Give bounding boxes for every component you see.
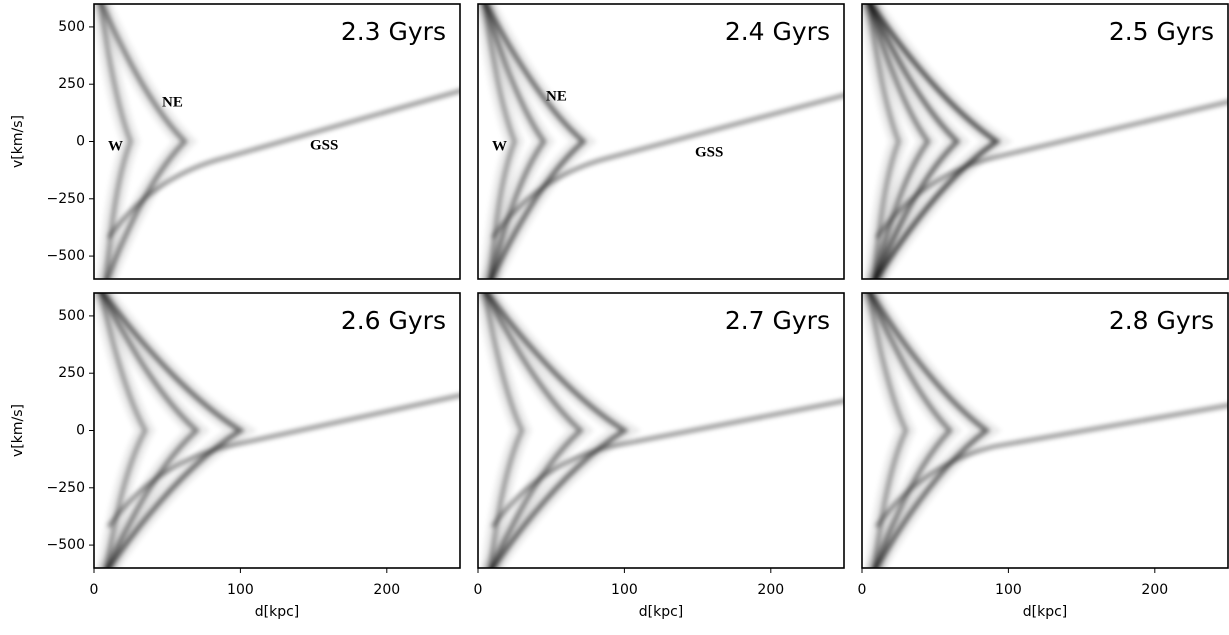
y-tick-label: 0	[76, 423, 85, 439]
x-tick-label: 200	[757, 582, 784, 598]
panel: 2.8 Gyrs 0 100 200 d[kpc]	[858, 288, 1229, 620]
x-tick-label: 0	[858, 582, 867, 598]
panel-title: 2.6 Gyrs	[341, 306, 446, 335]
x-axis-label: d[kpc]	[255, 604, 300, 620]
y-tick-label: 250	[58, 76, 85, 92]
x-tick-label: 200	[1141, 582, 1168, 598]
annotation: W	[108, 138, 123, 154]
panel-title: 2.3 Gyrs	[341, 17, 446, 46]
y-tick-label: −250	[47, 480, 85, 496]
panel: 2.7 Gyrs 0 100 200 d[kpc]	[474, 288, 852, 620]
panel-title: 2.4 Gyrs	[725, 17, 830, 46]
annotation: GSS	[695, 144, 723, 160]
x-tick-label: 0	[474, 582, 483, 598]
panel: 2.4 Gyrs W NE GSS	[478, 0, 851, 284]
annotation: W	[492, 138, 507, 154]
y-tick-label: 500	[58, 19, 85, 35]
annotation: NE	[162, 94, 183, 110]
x-tick-label: 200	[373, 582, 400, 598]
panel: 2.6 Gyrs −500 −250 0 250 500 0 100 200 v[km/s] d[k…	[10, 288, 467, 620]
annotation: NE	[546, 88, 567, 104]
y-tick-label: −500	[47, 537, 85, 553]
y-tick-label: 0	[76, 134, 85, 150]
y-axis-label: v[km/s]	[10, 404, 26, 457]
x-tick-label: 100	[227, 582, 254, 598]
x-tick-label: 100	[611, 582, 638, 598]
y-axis-label: v[km/s]	[10, 115, 26, 168]
x-axis-label: d[kpc]	[639, 604, 684, 620]
panel-title: 2.5 Gyrs	[1109, 17, 1214, 46]
y-tick-label: −500	[47, 248, 85, 264]
panel-title: 2.8 Gyrs	[1109, 306, 1214, 335]
y-tick-label: 500	[58, 308, 85, 324]
y-tick-label: 250	[58, 365, 85, 381]
x-tick-label: 0	[90, 582, 99, 598]
annotation: GSS	[310, 137, 338, 153]
y-tick-label: −250	[47, 191, 85, 207]
figure: 2.3 Gyrs−500−2500250500v[km/s]WNEGSS2.4 …	[0, 0, 1229, 631]
panel: 2.5 Gyrs	[862, 0, 1229, 284]
panel: 2.3 Gyrs −500 −250 0 250 500 v[km/s] W NE GSS	[10, 0, 467, 284]
x-tick-label: 100	[995, 582, 1022, 598]
panel-title: 2.7 Gyrs	[725, 306, 830, 335]
x-axis-label: d[kpc]	[1023, 604, 1068, 620]
